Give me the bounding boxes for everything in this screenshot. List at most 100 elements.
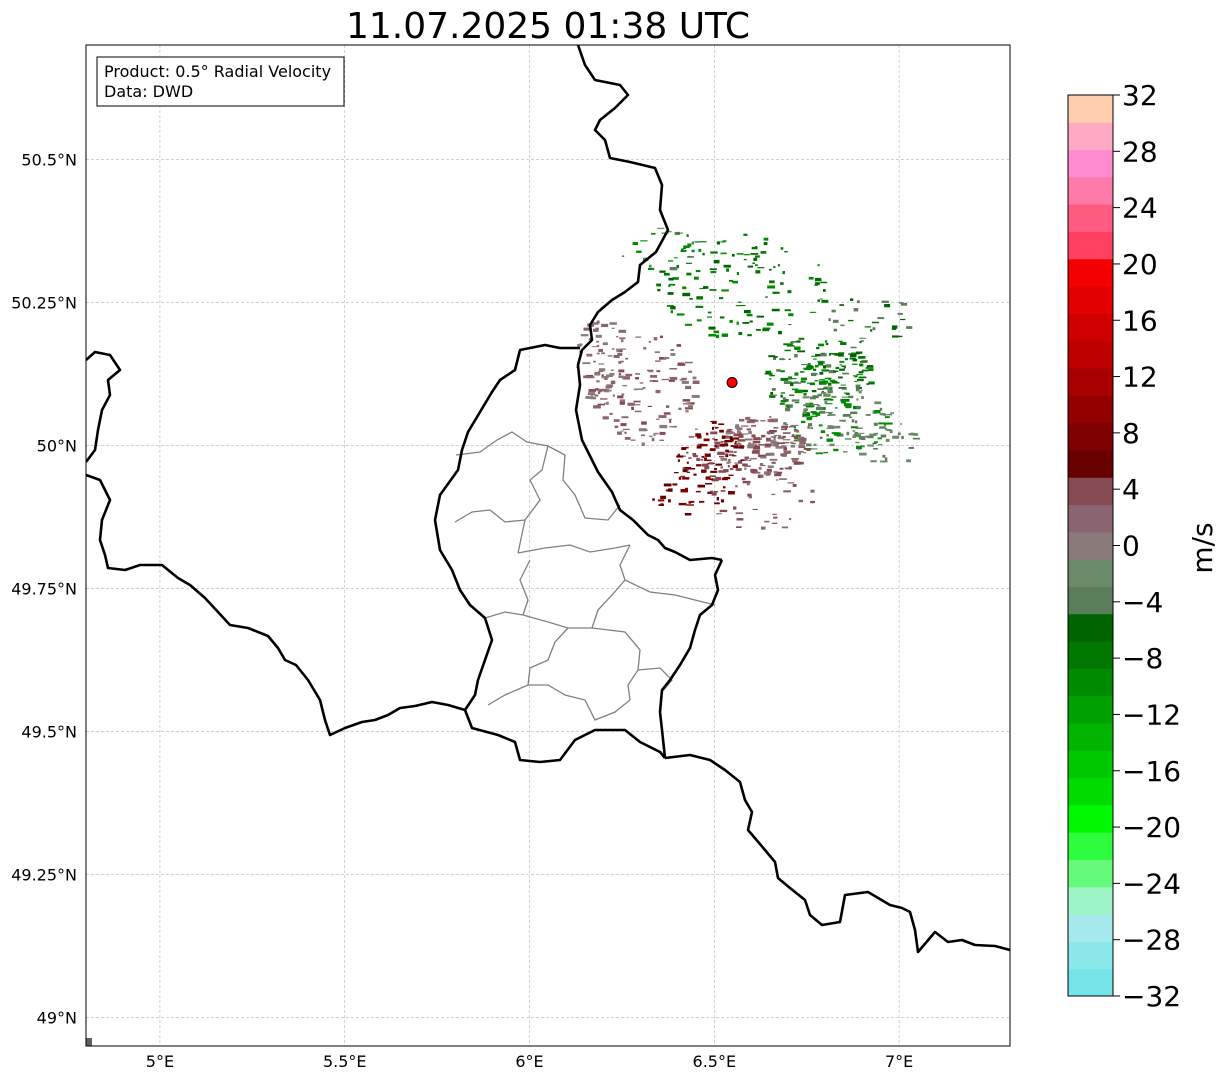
radar-echo (826, 427, 832, 429)
colorbar-band (1068, 449, 1113, 478)
radar-echo (711, 420, 717, 424)
radar-echo (866, 365, 874, 368)
radar-echo (814, 364, 819, 368)
radar-echo (715, 445, 720, 449)
radar-echo (827, 386, 833, 390)
colorbar-bands (1068, 95, 1113, 997)
radar-echo (672, 425, 677, 428)
radar-echo (707, 491, 714, 494)
radar-echo (700, 458, 704, 461)
radar-echo (829, 388, 833, 390)
radar-echo (743, 233, 748, 236)
radar-echo (688, 436, 695, 438)
radar-echo (600, 398, 608, 400)
radar-echo (793, 381, 799, 383)
radar-echo (765, 452, 770, 456)
radar-echo (874, 441, 878, 443)
radar-echo (665, 489, 671, 492)
radar-echo (770, 436, 777, 438)
map-frame (85, 44, 1011, 1047)
radar-echo (670, 349, 675, 351)
radar-echo (803, 410, 807, 414)
radar-echo (699, 444, 708, 447)
radar-echo (832, 319, 839, 323)
radar-echo (780, 358, 786, 360)
radar-echo (715, 442, 724, 444)
radar-echo (586, 353, 593, 357)
radar-echo (728, 474, 734, 476)
radar-echo (900, 423, 903, 425)
radar-echo (769, 268, 772, 271)
radar-echo (737, 430, 741, 434)
radar-echo (868, 367, 874, 372)
radar-echo (864, 326, 872, 328)
radar-echo (714, 468, 717, 470)
radar-echo (789, 426, 796, 428)
radar-echo (595, 327, 599, 331)
radar-echo (787, 482, 795, 484)
radar-echo (840, 342, 847, 345)
radar-echo (751, 246, 758, 250)
colorbar-tick-label: 28 (1122, 135, 1158, 168)
radar-echo (842, 372, 850, 375)
radar-echo (813, 358, 817, 360)
radar-echo (879, 407, 883, 411)
radar-echo (870, 460, 877, 463)
radar-echo (633, 400, 641, 403)
border-de-lu-east (658, 559, 724, 759)
radar-echo (715, 334, 720, 339)
district-boundary (591, 544, 631, 629)
radar-echo (751, 472, 756, 474)
radar-echo (619, 348, 627, 350)
radar-echo (773, 471, 778, 473)
radar-echo (778, 330, 782, 335)
radar-echo (731, 253, 735, 257)
radar-echo (744, 310, 751, 314)
radar-echo (607, 355, 613, 357)
radar-echo (777, 442, 785, 445)
radar-echo (770, 394, 778, 396)
radar-echo (788, 343, 793, 346)
radar-echo (716, 497, 719, 501)
radar-echo (651, 437, 655, 442)
colorbar-band (1068, 258, 1113, 287)
radar-echo (657, 289, 661, 292)
radar-echo (670, 353, 676, 356)
colorbar-tick-label: −12 (1122, 698, 1181, 731)
radar-echo (720, 457, 728, 461)
radar-echo (793, 436, 799, 440)
radar-echo (783, 490, 791, 493)
border-be-fr (86, 473, 466, 737)
radar-echo (812, 368, 817, 371)
radar-echo (595, 334, 602, 338)
radar-echo (882, 413, 886, 416)
radar-echo (849, 416, 853, 419)
radar-echo (670, 306, 676, 310)
radar-echo (869, 433, 877, 436)
radar-echo (586, 376, 595, 379)
radar-echo (857, 378, 864, 382)
radar-echo (707, 311, 712, 314)
radar-echo (685, 402, 691, 405)
radar-echo (859, 337, 866, 339)
radar-echo (773, 435, 781, 437)
radar-echo (831, 380, 838, 384)
colorbar-band (1068, 804, 1113, 833)
radar-echo (821, 299, 829, 303)
radar-echo (669, 376, 678, 381)
radar-echo (781, 428, 786, 431)
radar-echo (811, 448, 818, 450)
radar-echo (785, 408, 791, 412)
radar-echo (815, 353, 822, 357)
radar-echo (739, 445, 744, 449)
radar-echo (769, 395, 776, 398)
radar-echo (854, 380, 858, 382)
radar-echo (720, 499, 725, 503)
radar-echo (655, 360, 661, 362)
radar-echo (710, 470, 718, 473)
radar-echo (646, 369, 654, 372)
radar-echo (854, 375, 858, 378)
colorbar-band (1068, 941, 1113, 970)
radar-echo (692, 452, 697, 456)
radar-echo (820, 353, 827, 357)
